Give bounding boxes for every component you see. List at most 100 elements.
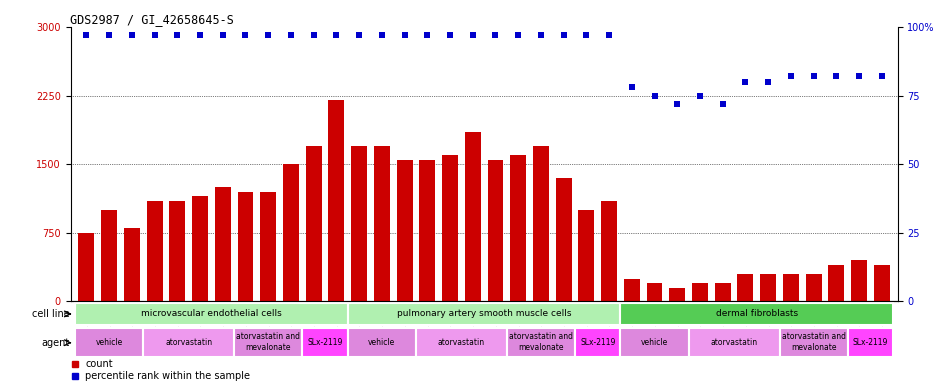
Point [669,101,684,107]
Bar [415,328,507,358]
Point [329,32,344,38]
Point [874,73,889,79]
Point [79,32,94,38]
Bar [578,210,594,301]
Text: vehicle: vehicle [641,338,668,347]
Bar [143,328,234,358]
Bar [556,178,572,301]
Bar [124,228,140,301]
Text: SLx-2119: SLx-2119 [580,338,616,347]
Point [602,32,617,38]
Bar [828,265,844,301]
Bar [215,187,230,301]
Bar [783,274,799,301]
Point [420,32,435,38]
Text: vehicle: vehicle [368,338,396,347]
Bar [620,328,689,358]
Text: percentile rank within the sample: percentile rank within the sample [86,371,250,381]
Text: SLx-2119: SLx-2119 [853,338,888,347]
Bar [260,192,276,301]
Point [715,101,730,107]
Point [374,32,389,38]
Bar [348,303,620,325]
Point [397,32,412,38]
Point [510,32,525,38]
Bar [169,201,185,301]
Text: cell line: cell line [32,309,70,319]
Bar [575,328,620,358]
Text: count: count [86,359,113,369]
Bar [620,303,893,325]
Text: GDS2987 / GI_42658645-S: GDS2987 / GI_42658645-S [70,13,234,26]
Point [556,32,572,38]
Bar [692,283,708,301]
Point [306,32,321,38]
Point [852,73,867,79]
Point [624,84,639,90]
Text: atorvastatin: atorvastatin [438,338,485,347]
Point [193,32,208,38]
Text: atorvastatin and
mevalonate: atorvastatin and mevalonate [509,333,572,352]
Point [760,79,776,85]
Point [693,93,708,99]
Bar [75,303,348,325]
Text: pulmonary artery smooth muscle cells: pulmonary artery smooth muscle cells [397,309,572,318]
Text: dermal fibroblasts: dermal fibroblasts [715,309,798,318]
Point [647,93,662,99]
Text: atorvastatin and
mevalonate: atorvastatin and mevalonate [782,333,846,352]
Point [488,32,503,38]
Bar [328,100,344,301]
Bar [760,274,776,301]
Point [738,79,753,85]
Point [533,32,548,38]
Point [829,73,844,79]
Point [284,32,299,38]
Bar [283,164,299,301]
Bar [419,160,435,301]
Bar [306,146,321,301]
Bar [348,328,415,358]
Bar [714,283,730,301]
Bar [851,260,867,301]
Point [465,32,480,38]
Bar [738,274,753,301]
Text: atorvastatin: atorvastatin [711,338,758,347]
Bar [442,155,458,301]
Bar [647,283,663,301]
Point [215,32,230,38]
Bar [352,146,367,301]
Bar [238,192,254,301]
Bar [779,328,848,358]
Text: atorvastatin and
mevalonate: atorvastatin and mevalonate [236,333,300,352]
Bar [147,201,163,301]
Bar [78,233,94,301]
Bar [75,328,143,358]
Point [352,32,367,38]
Bar [303,328,348,358]
Text: agent: agent [41,338,70,348]
Bar [533,146,549,301]
Bar [397,160,413,301]
Bar [488,160,504,301]
Bar [102,210,118,301]
Point [238,32,253,38]
Point [147,32,162,38]
Point [443,32,458,38]
Text: atorvastatin: atorvastatin [165,338,212,347]
Text: microvascular endothelial cells: microvascular endothelial cells [141,309,282,318]
Bar [689,328,779,358]
Bar [374,146,390,301]
Bar [602,201,617,301]
Point [783,73,798,79]
Point [807,73,822,79]
Text: vehicle: vehicle [96,338,123,347]
Bar [848,328,893,358]
Bar [234,328,303,358]
Bar [806,274,822,301]
Point [260,32,275,38]
Bar [669,288,685,301]
Text: SLx-2119: SLx-2119 [307,338,343,347]
Point [102,32,117,38]
Point [579,32,594,38]
Bar [192,196,208,301]
